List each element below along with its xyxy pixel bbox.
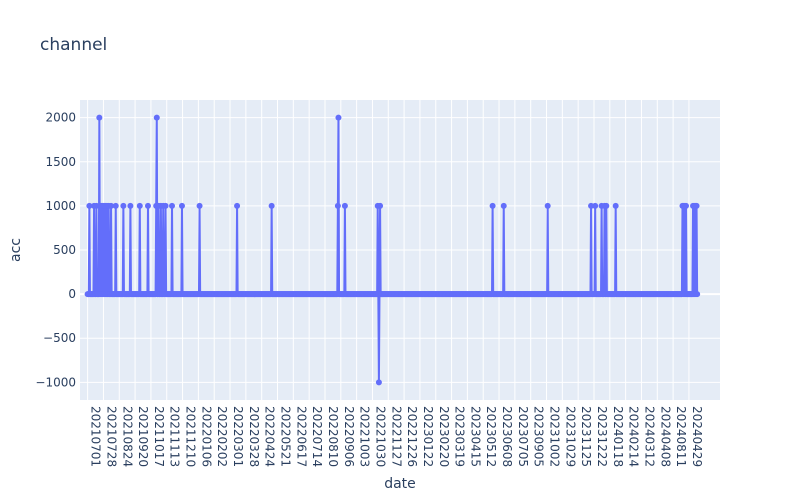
data-point — [153, 114, 160, 121]
x-tick-label: 20230905 — [532, 406, 546, 467]
series-group — [84, 114, 701, 386]
data-point — [93, 202, 100, 209]
data-point — [144, 202, 151, 209]
x-tick-label: 20210920 — [136, 406, 150, 467]
data-point — [112, 202, 119, 209]
x-tick-label: 20211017 — [152, 406, 166, 467]
data-point — [335, 114, 342, 121]
y-tick-label: 2000 — [45, 111, 76, 125]
data-point — [489, 202, 496, 209]
data-point — [588, 202, 595, 209]
x-tick-label: 20210701 — [89, 406, 103, 467]
data-point — [500, 202, 507, 209]
x-tick-label: 20231002 — [548, 406, 562, 467]
y-tick-label: 500 — [53, 243, 76, 257]
y-axis-label: acc — [8, 238, 24, 262]
data-point — [86, 202, 93, 209]
x-tick-label: 20240312 — [642, 406, 656, 467]
y-tick-label: 1500 — [45, 155, 76, 169]
data-point — [178, 202, 185, 209]
x-tick-label: 20220906 — [342, 406, 356, 467]
x-tick-label: 20231125 — [579, 406, 593, 467]
y-tick-label: −500 — [43, 331, 76, 345]
y-tick-label: 0 — [68, 287, 76, 301]
y-tick-labels: −1000 −500 0 500 1000 1500 2000 — [35, 111, 76, 390]
data-point — [120, 202, 127, 209]
x-tick-label: 20240429 — [690, 406, 704, 467]
x-tick-label: 20240811 — [674, 406, 688, 467]
y-tick-label: 1000 — [45, 199, 76, 213]
x-tick-label: 20210824 — [120, 406, 134, 467]
data-point — [162, 202, 169, 209]
x-tick-label: 20220202 — [215, 406, 229, 467]
x-tick-label: 20231029 — [563, 406, 577, 467]
x-axis-label: date — [384, 476, 416, 492]
x-tick-label: 20211210 — [184, 406, 198, 467]
data-point — [341, 202, 348, 209]
y-tick-label: −1000 — [35, 375, 76, 389]
x-tick-label: 20231222 — [595, 406, 609, 467]
x-tick-label: 20221226 — [405, 406, 419, 467]
x-tick-label: 20220301 — [231, 406, 245, 467]
data-point — [127, 202, 134, 209]
x-tick-label: 20221003 — [358, 406, 372, 467]
data-point — [96, 114, 103, 121]
chart-title: channel — [40, 35, 107, 55]
x-tick-label: 20220810 — [326, 406, 340, 467]
data-point — [136, 202, 143, 209]
data-point — [234, 202, 241, 209]
x-tick-labels: 20210701 20210728 20210824 20210920 20211017… — [89, 406, 704, 467]
data-point — [268, 202, 275, 209]
data-point — [592, 202, 599, 209]
x-tick-label: 20221030 — [373, 406, 387, 467]
data-point — [196, 202, 203, 209]
x-tick-label: 20211113 — [168, 406, 182, 467]
data-point — [683, 202, 690, 209]
x-tick-label: 20220328 — [247, 406, 261, 467]
x-tick-label: 20230122 — [421, 406, 435, 467]
x-tick-label: 20220714 — [310, 406, 324, 467]
x-tick-label: 20230220 — [437, 406, 451, 467]
x-tick-label: 20220424 — [263, 406, 277, 467]
data-point — [108, 202, 115, 209]
data-point — [334, 202, 341, 209]
x-tick-label: 20240408 — [658, 406, 672, 467]
data-point — [603, 202, 610, 209]
x-tick-label: 20240118 — [611, 406, 625, 467]
x-tick-label: 20220521 — [279, 406, 293, 467]
data-point — [544, 202, 551, 209]
data-point — [693, 202, 700, 209]
x-tick-label: 20240214 — [627, 406, 641, 467]
x-tick-label: 20221127 — [389, 406, 403, 467]
data-point — [612, 202, 619, 209]
data-point — [694, 291, 701, 298]
x-tick-label: 20230608 — [500, 406, 514, 467]
x-tick-label: 20230415 — [468, 406, 482, 467]
x-tick-label: 20230705 — [516, 406, 530, 467]
x-tick-label: 20230512 — [484, 406, 498, 467]
x-tick-label: 20220106 — [199, 406, 213, 467]
data-point — [377, 202, 384, 209]
x-tick-label: 20220617 — [294, 406, 308, 467]
data-point — [375, 379, 382, 386]
x-tick-label: 20210728 — [104, 406, 118, 467]
x-tick-label: 20230319 — [453, 406, 467, 467]
data-point — [169, 202, 176, 209]
